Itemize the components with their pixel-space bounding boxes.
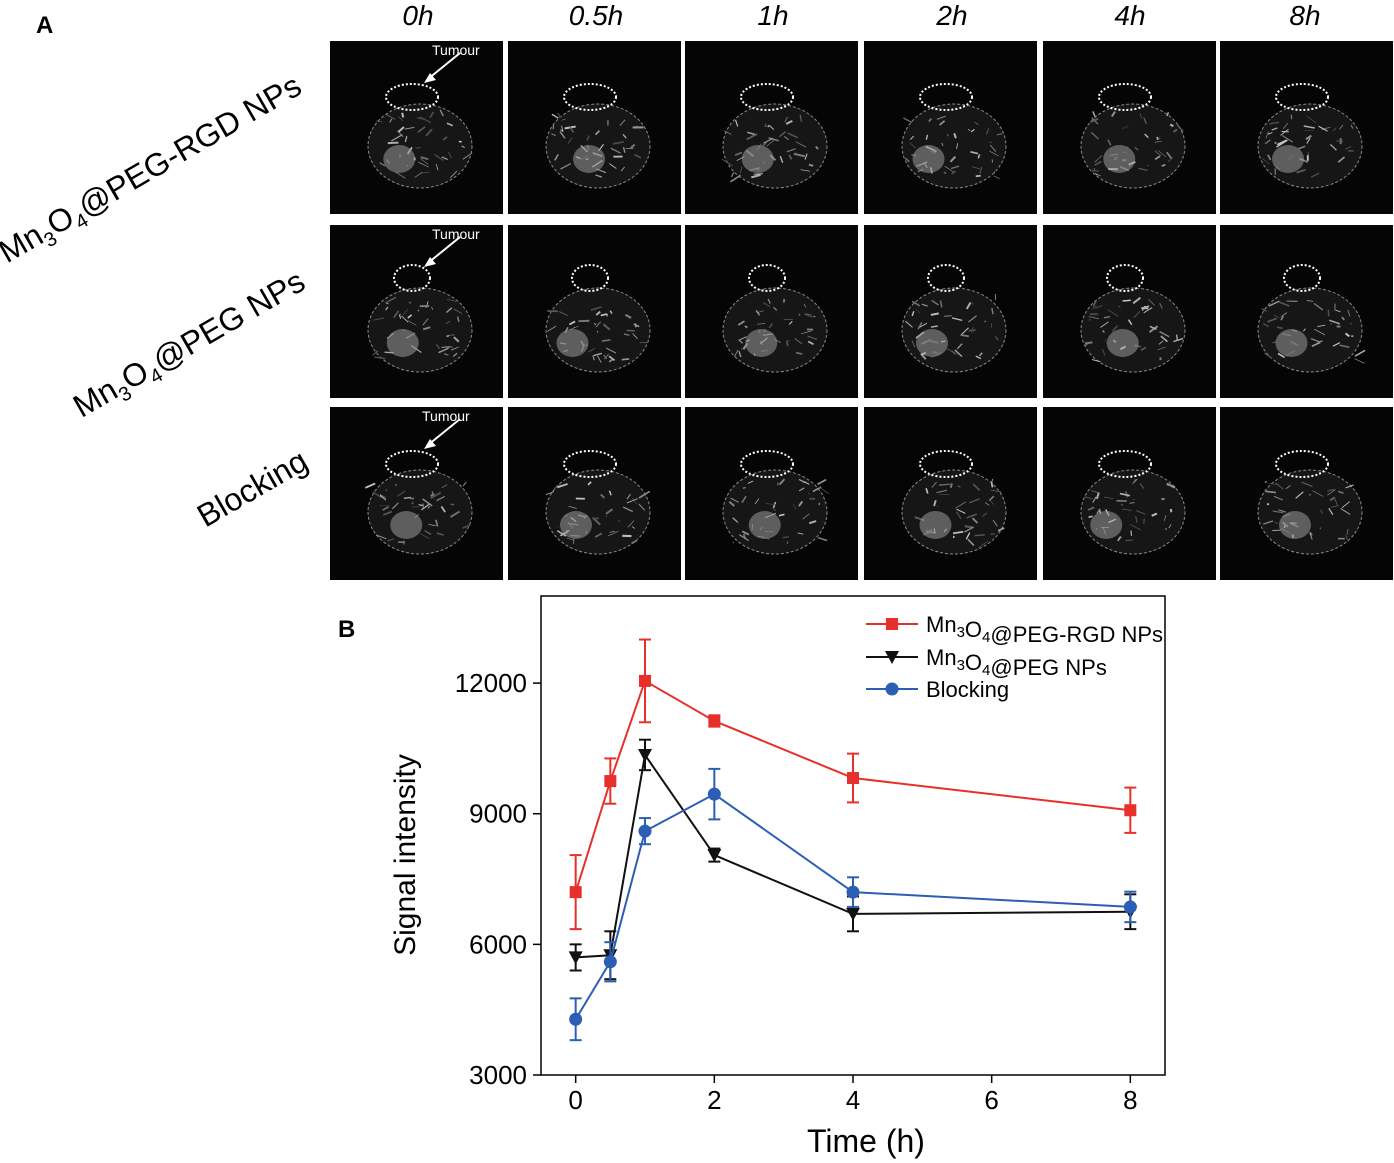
time-label: 0h [402, 0, 434, 31]
series-point [707, 787, 721, 801]
mri-image [685, 225, 858, 398]
mri-image [508, 225, 681, 398]
x-axis-label: Time (h) [807, 1123, 925, 1159]
y-tick-label: 12000 [455, 668, 527, 698]
tumour-label: Tumour [422, 408, 470, 424]
y-tick-label: 9000 [469, 799, 527, 829]
x-tick-label: 0 [568, 1085, 582, 1115]
tumour-label: Tumour [432, 42, 480, 58]
mri-image [1220, 41, 1393, 214]
y-tick-label: 3000 [469, 1060, 527, 1090]
series-point [885, 682, 899, 696]
x-tick-label: 2 [707, 1085, 721, 1115]
mri-image [508, 41, 681, 214]
x-tick-label: 6 [984, 1085, 998, 1115]
time-label: 4h [1114, 0, 1146, 31]
series-point [604, 775, 617, 788]
mri-image [1220, 407, 1393, 580]
panel-b-letter: B [338, 616, 356, 643]
series-point [847, 772, 859, 785]
mri-image [1043, 41, 1216, 214]
y-axis-label: Signal intensity [389, 754, 422, 956]
series-point [708, 714, 721, 727]
series-point [846, 907, 860, 921]
mri-image [685, 41, 858, 214]
mri-image [685, 407, 858, 580]
series-line [574, 679, 1131, 893]
y-tick-label: 6000 [469, 929, 527, 959]
tumour-label: Tumour [432, 226, 480, 242]
mri-image [864, 407, 1037, 580]
mri-image [1220, 225, 1393, 398]
legend-label: Blocking [926, 677, 1009, 702]
legend-label: Mn3O4@PEG-RGD NPs [926, 612, 1163, 647]
mri-image [508, 407, 681, 580]
legend-label: Mn3O4@PEG NPs [926, 645, 1107, 680]
x-tick-label: 4 [846, 1085, 860, 1115]
series-line [575, 752, 1131, 959]
series-point [568, 951, 583, 965]
time-label: 1h [757, 0, 789, 31]
mri-image [864, 41, 1037, 214]
time-label: 2h [936, 0, 968, 31]
panel-a-letter: A [36, 12, 54, 39]
mri-image [864, 225, 1037, 398]
series-line [574, 792, 1131, 1020]
mri-image: Tumour [330, 407, 503, 580]
series-point [846, 885, 860, 899]
series-point [638, 748, 652, 762]
series-point [1124, 804, 1137, 817]
x-tick-label: 8 [1123, 1085, 1137, 1115]
series-point [639, 674, 651, 687]
mri-image [1043, 407, 1216, 580]
series-point [707, 849, 722, 863]
series-point [886, 618, 898, 630]
mri-image [1043, 225, 1216, 398]
series-point [569, 1012, 583, 1026]
series-point [569, 886, 582, 899]
series-point [885, 651, 899, 664]
mri-image: Tumour [330, 225, 503, 398]
series-point [603, 955, 617, 969]
time-label: 8h [1289, 0, 1321, 31]
mri-image: Tumour [330, 41, 503, 214]
time-label: 0.5h [568, 0, 624, 31]
series-point [1123, 900, 1137, 914]
series-point [638, 824, 652, 838]
